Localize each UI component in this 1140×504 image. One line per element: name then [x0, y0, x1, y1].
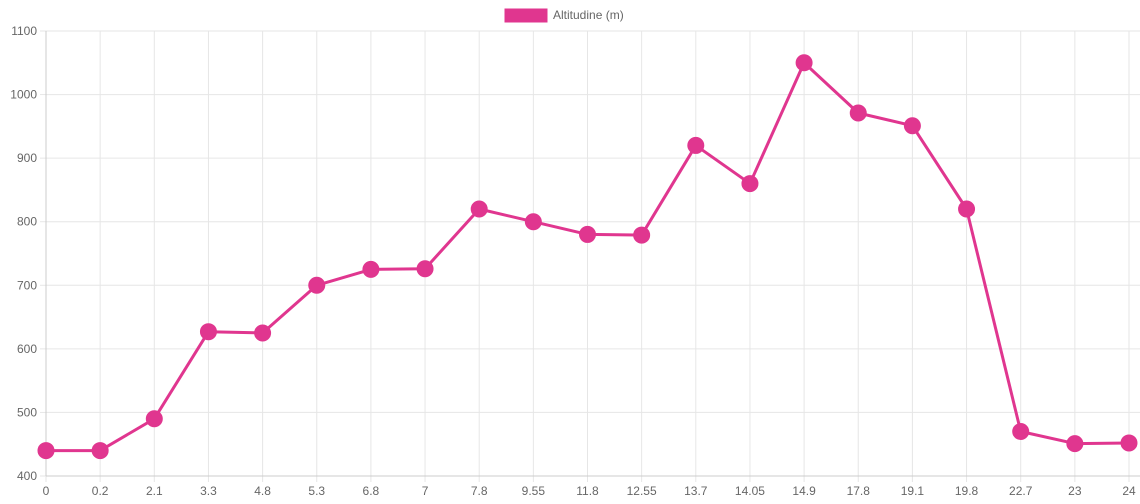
- series-points: [37, 54, 1138, 460]
- data-point: [416, 260, 434, 278]
- x-tick-label: 14.05: [735, 484, 765, 498]
- data-point: [1066, 435, 1084, 453]
- y-tick-label: 1000: [10, 88, 37, 102]
- data-point: [145, 410, 163, 428]
- x-tick-label: 6.8: [363, 484, 380, 498]
- x-tick-label: 5.3: [308, 484, 325, 498]
- y-tick-label: 400: [17, 469, 37, 483]
- x-tick-label: 19.8: [955, 484, 979, 498]
- x-tick-label: 14.9: [792, 484, 816, 498]
- data-point: [470, 200, 488, 218]
- y-axis-tick-labels: 400 500 600 700 800 900 1000 1100: [10, 24, 37, 483]
- data-point: [37, 442, 55, 460]
- x-tick-label: 0: [43, 484, 50, 498]
- x-tick-label: 3.3: [200, 484, 217, 498]
- data-point: [633, 226, 651, 244]
- data-point: [579, 225, 596, 243]
- x-tick-label: 17.8: [847, 484, 871, 498]
- x-tick-label: 9.55: [522, 484, 546, 498]
- data-point: [254, 324, 272, 342]
- x-tick-label: 7.8: [471, 484, 488, 498]
- data-point: [741, 175, 759, 193]
- data-point: [362, 260, 380, 278]
- data-point: [308, 276, 326, 294]
- data-point: [687, 136, 705, 154]
- axes: [45, 31, 1140, 477]
- x-tick-label: 0.2: [92, 484, 109, 498]
- legend[interactable]: Altitudine (m): [504, 8, 624, 23]
- data-point: [1012, 423, 1030, 440]
- y-tick-label: 700: [17, 278, 37, 292]
- x-tick-label: 11.8: [576, 484, 599, 498]
- x-tick-label: 19.1: [901, 484, 925, 498]
- data-point: [524, 213, 542, 231]
- x-tick-label: 2.1: [146, 484, 163, 498]
- data-point: [795, 54, 813, 72]
- x-tick-label: 4.8: [254, 484, 271, 498]
- x-tick-label: 23: [1068, 484, 1082, 498]
- x-tick-label: 22.7: [1009, 484, 1033, 498]
- x-tick-label: 24: [1122, 484, 1136, 498]
- data-point: [91, 442, 109, 460]
- y-tick-label: 800: [17, 215, 37, 229]
- data-point: [958, 200, 976, 218]
- data-point: [903, 117, 921, 135]
- legend-label[interactable]: Altitudine (m): [553, 8, 624, 22]
- grid-lines: [40, 30, 1140, 482]
- x-tick-label: 13.7: [684, 484, 708, 498]
- x-tick-label: 7: [422, 484, 429, 498]
- x-tick-label: 12.55: [627, 484, 657, 498]
- legend-swatch[interactable]: [504, 8, 548, 23]
- x-axis-tick-labels: 0 0.2 2.1 3.3 4.8 5.3 6.8 7 7.8 9.55 11.8 12.55 13.7…: [43, 484, 1136, 498]
- y-tick-label: 500: [17, 405, 37, 419]
- data-point: [199, 323, 217, 341]
- data-point: [1120, 434, 1138, 452]
- y-tick-label: 600: [17, 342, 37, 356]
- y-tick-label: 900: [17, 151, 37, 165]
- y-tick-label: 1100: [11, 24, 37, 38]
- data-point: [849, 104, 867, 122]
